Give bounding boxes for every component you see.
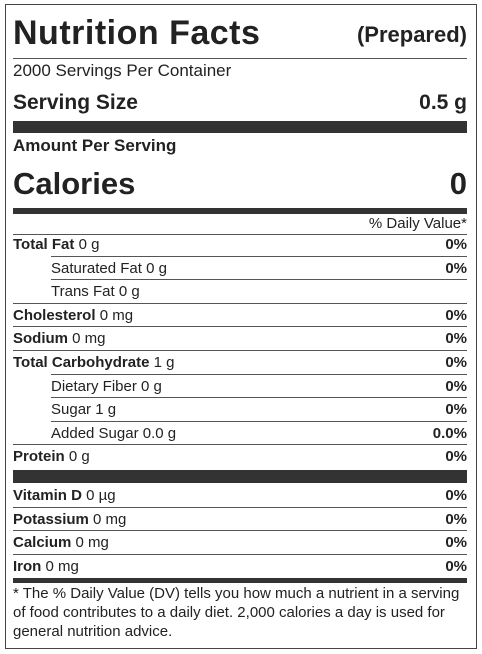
calories-value: 0 bbox=[449, 166, 467, 201]
rule bbox=[51, 373, 467, 375]
daily-value: 0% bbox=[445, 330, 467, 348]
nutrient-amount: 0 g bbox=[141, 377, 162, 395]
nutrient-row: Potassium 0 mg 0% bbox=[13, 508, 467, 531]
daily-value: 0% bbox=[445, 377, 467, 395]
amount-per-serving: Amount Per Serving bbox=[13, 136, 177, 155]
rule bbox=[13, 553, 467, 555]
nutrient-name: Dietary Fiber bbox=[51, 377, 137, 395]
nutrient-row: Dietary Fiber 0 g 0% bbox=[51, 375, 467, 398]
nutrient-name: Saturated Fat bbox=[51, 259, 142, 277]
nutrient-amount: 0 mg bbox=[72, 330, 106, 348]
nutrient-row: Added Sugar 0.0 g 0.0% bbox=[51, 422, 467, 445]
nutrient-name: Trans Fat bbox=[51, 283, 115, 301]
daily-value: 0% bbox=[445, 448, 467, 466]
daily-value-header: % Daily Value* bbox=[368, 215, 467, 232]
nutrient-amount: 1 g bbox=[95, 401, 117, 419]
nutrient-amount: 0 g bbox=[118, 283, 140, 301]
nutrient-row: Cholesterol 0 mg 0% bbox=[13, 304, 467, 327]
serving-size-label: Serving Size bbox=[13, 91, 138, 114]
nutrient-name: Calcium bbox=[13, 534, 72, 552]
daily-value: 0% bbox=[445, 259, 467, 277]
rule bbox=[51, 397, 467, 399]
rule bbox=[13, 234, 467, 235]
nutrient-name: Protein bbox=[13, 448, 65, 466]
daily-value: 0% bbox=[445, 306, 467, 324]
nutrient-row: Sugar 1 g 0% bbox=[51, 398, 467, 421]
nutrient-name: Sugar bbox=[51, 401, 92, 419]
daily-value: 0% bbox=[445, 510, 467, 528]
nutrient-name: Vitamin D bbox=[13, 487, 82, 504]
nutrient-name: Total Carbohydrate bbox=[13, 354, 150, 371]
nutrient-amount: 0 g bbox=[78, 236, 100, 253]
nutrient-amount: 1 g bbox=[153, 354, 175, 371]
daily-value: 0.0% bbox=[432, 424, 467, 442]
nutrient-name: Sodium bbox=[13, 330, 68, 348]
nutrient-row: Sodium 0 mg 0% bbox=[13, 327, 467, 350]
nutrient-amount: 0 mg bbox=[45, 557, 79, 575]
thick-bar bbox=[13, 470, 467, 483]
rule bbox=[51, 279, 467, 281]
nutrient-name: Cholesterol bbox=[13, 306, 96, 324]
calories-label: Calories bbox=[13, 166, 136, 201]
daily-value: 0% bbox=[445, 534, 467, 552]
nutrition-label bbox=[5, 4, 477, 649]
medium-bar bbox=[13, 578, 467, 583]
nutrient-row: Calcium 0 mg 0% bbox=[13, 531, 467, 554]
state: (Prepared) bbox=[356, 22, 467, 47]
rule bbox=[51, 420, 467, 422]
nutrient-name: Total Fat bbox=[13, 236, 75, 253]
rule bbox=[13, 326, 467, 328]
rule bbox=[13, 302, 467, 304]
daily-value: 0% bbox=[445, 557, 467, 575]
nutrient-amount: 0 µg bbox=[86, 487, 116, 504]
nutrient-row: Saturated Fat 0 g 0% bbox=[51, 257, 467, 280]
servings: 2000 Servings Per Container bbox=[13, 61, 232, 80]
daily-value: 0% bbox=[445, 401, 467, 419]
nutrient-row: Vitamin D 0 µg 0% bbox=[13, 484, 467, 507]
nutrient-amount: 0 mg bbox=[99, 306, 134, 324]
daily-value: 0% bbox=[445, 354, 467, 371]
nutrient-row: Total Carbohydrate 1 g 0% bbox=[13, 351, 467, 374]
nutrient-amount: 0 g bbox=[68, 448, 90, 466]
footnote: * The % Daily Value (DV) tells you how m… bbox=[13, 585, 460, 640]
daily-value: 0% bbox=[445, 487, 467, 504]
serving-size: 0.5 g bbox=[419, 91, 467, 114]
rule bbox=[13, 444, 467, 446]
nutrient-row: Iron 0 mg 0% bbox=[13, 555, 467, 578]
rule bbox=[13, 530, 467, 532]
rule bbox=[13, 58, 467, 59]
nutrient-name: Potassium bbox=[13, 510, 89, 528]
nutrient-name: Iron bbox=[13, 557, 42, 575]
nutrient-amount: 0 mg bbox=[93, 510, 127, 528]
title: Nutrition Facts bbox=[13, 14, 261, 52]
nutrient-amount: 0 mg bbox=[75, 534, 109, 552]
medium-bar bbox=[13, 208, 467, 214]
daily-value: 0% bbox=[445, 236, 467, 253]
nutrient-amount: 0.0 g bbox=[142, 424, 177, 442]
nutrient-amount: 0 g bbox=[146, 259, 167, 277]
thick-bar bbox=[13, 121, 467, 133]
nutrient-row: Protein 0 g 0% bbox=[13, 445, 467, 468]
nutrient-name: Added Sugar bbox=[51, 424, 139, 442]
nutrient-row: Total Fat 0 g 0% bbox=[13, 233, 467, 256]
rule bbox=[51, 255, 467, 257]
nutrient-row: Trans Fat 0 g bbox=[51, 280, 467, 303]
rule bbox=[13, 350, 467, 351]
rule bbox=[13, 506, 467, 508]
